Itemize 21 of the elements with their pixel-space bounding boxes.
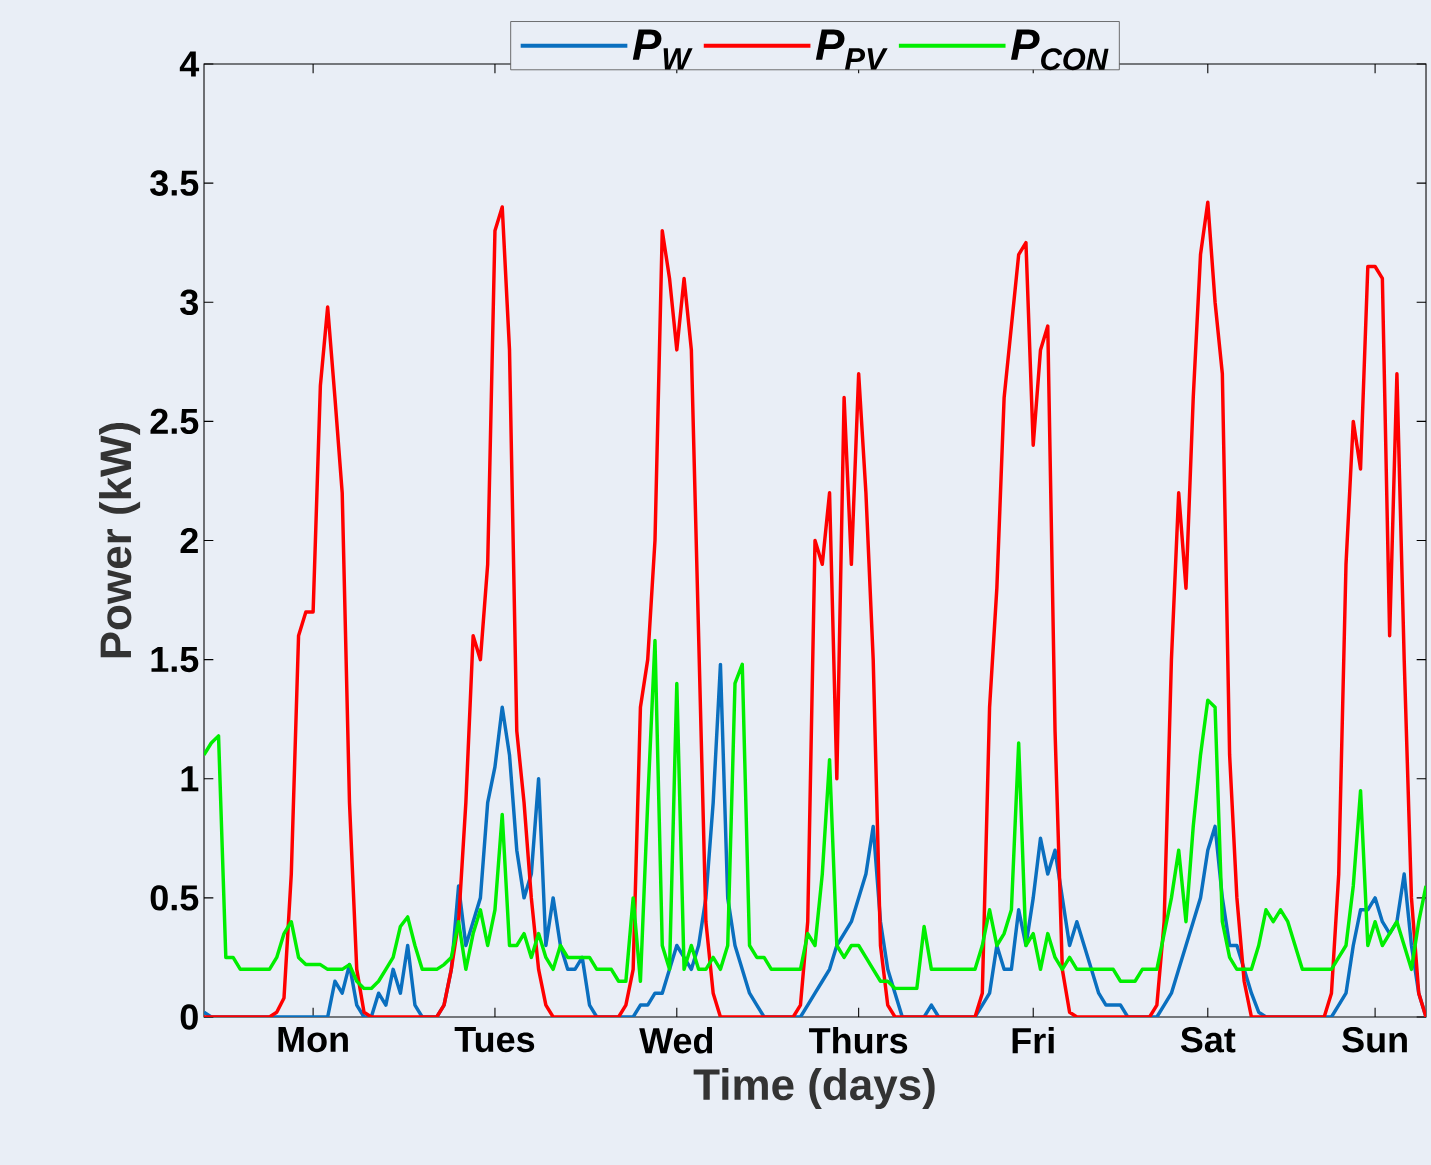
x-tick-label: Thurs xyxy=(809,1027,908,1054)
y-tick-label: 2 xyxy=(180,527,198,554)
legend-label: P$_{PV}$ xyxy=(815,29,888,70)
legend-label: P$_{W}$ xyxy=(632,29,693,70)
x-axis-title: Time (days) xyxy=(693,1067,935,1109)
y-tick-label: 1.5 xyxy=(151,647,199,673)
x-tick-label: Tues xyxy=(454,1027,535,1053)
legend-label: P$_{CON}$ xyxy=(1010,29,1109,71)
x-tick-label: Fri xyxy=(1012,1027,1054,1054)
y-tick-label: 3 xyxy=(180,289,198,316)
x-tick-label: Wed xyxy=(639,1027,713,1054)
y-tick-label: 1 xyxy=(181,766,199,792)
x-tick-label: Sun xyxy=(1342,1027,1407,1053)
y-axis-title: Power (kW) xyxy=(99,422,141,658)
y-tick-label: 2.5 xyxy=(150,408,199,435)
y-tick-label: 4 xyxy=(179,51,200,77)
x-tick-label: Mon xyxy=(278,1027,348,1053)
y-tick-label: 0.5 xyxy=(150,885,199,911)
y-tick-label: 3.5 xyxy=(150,170,199,196)
x-tick-label: Sat xyxy=(1180,1027,1236,1053)
y-tick-label: 0 xyxy=(180,1004,198,1030)
